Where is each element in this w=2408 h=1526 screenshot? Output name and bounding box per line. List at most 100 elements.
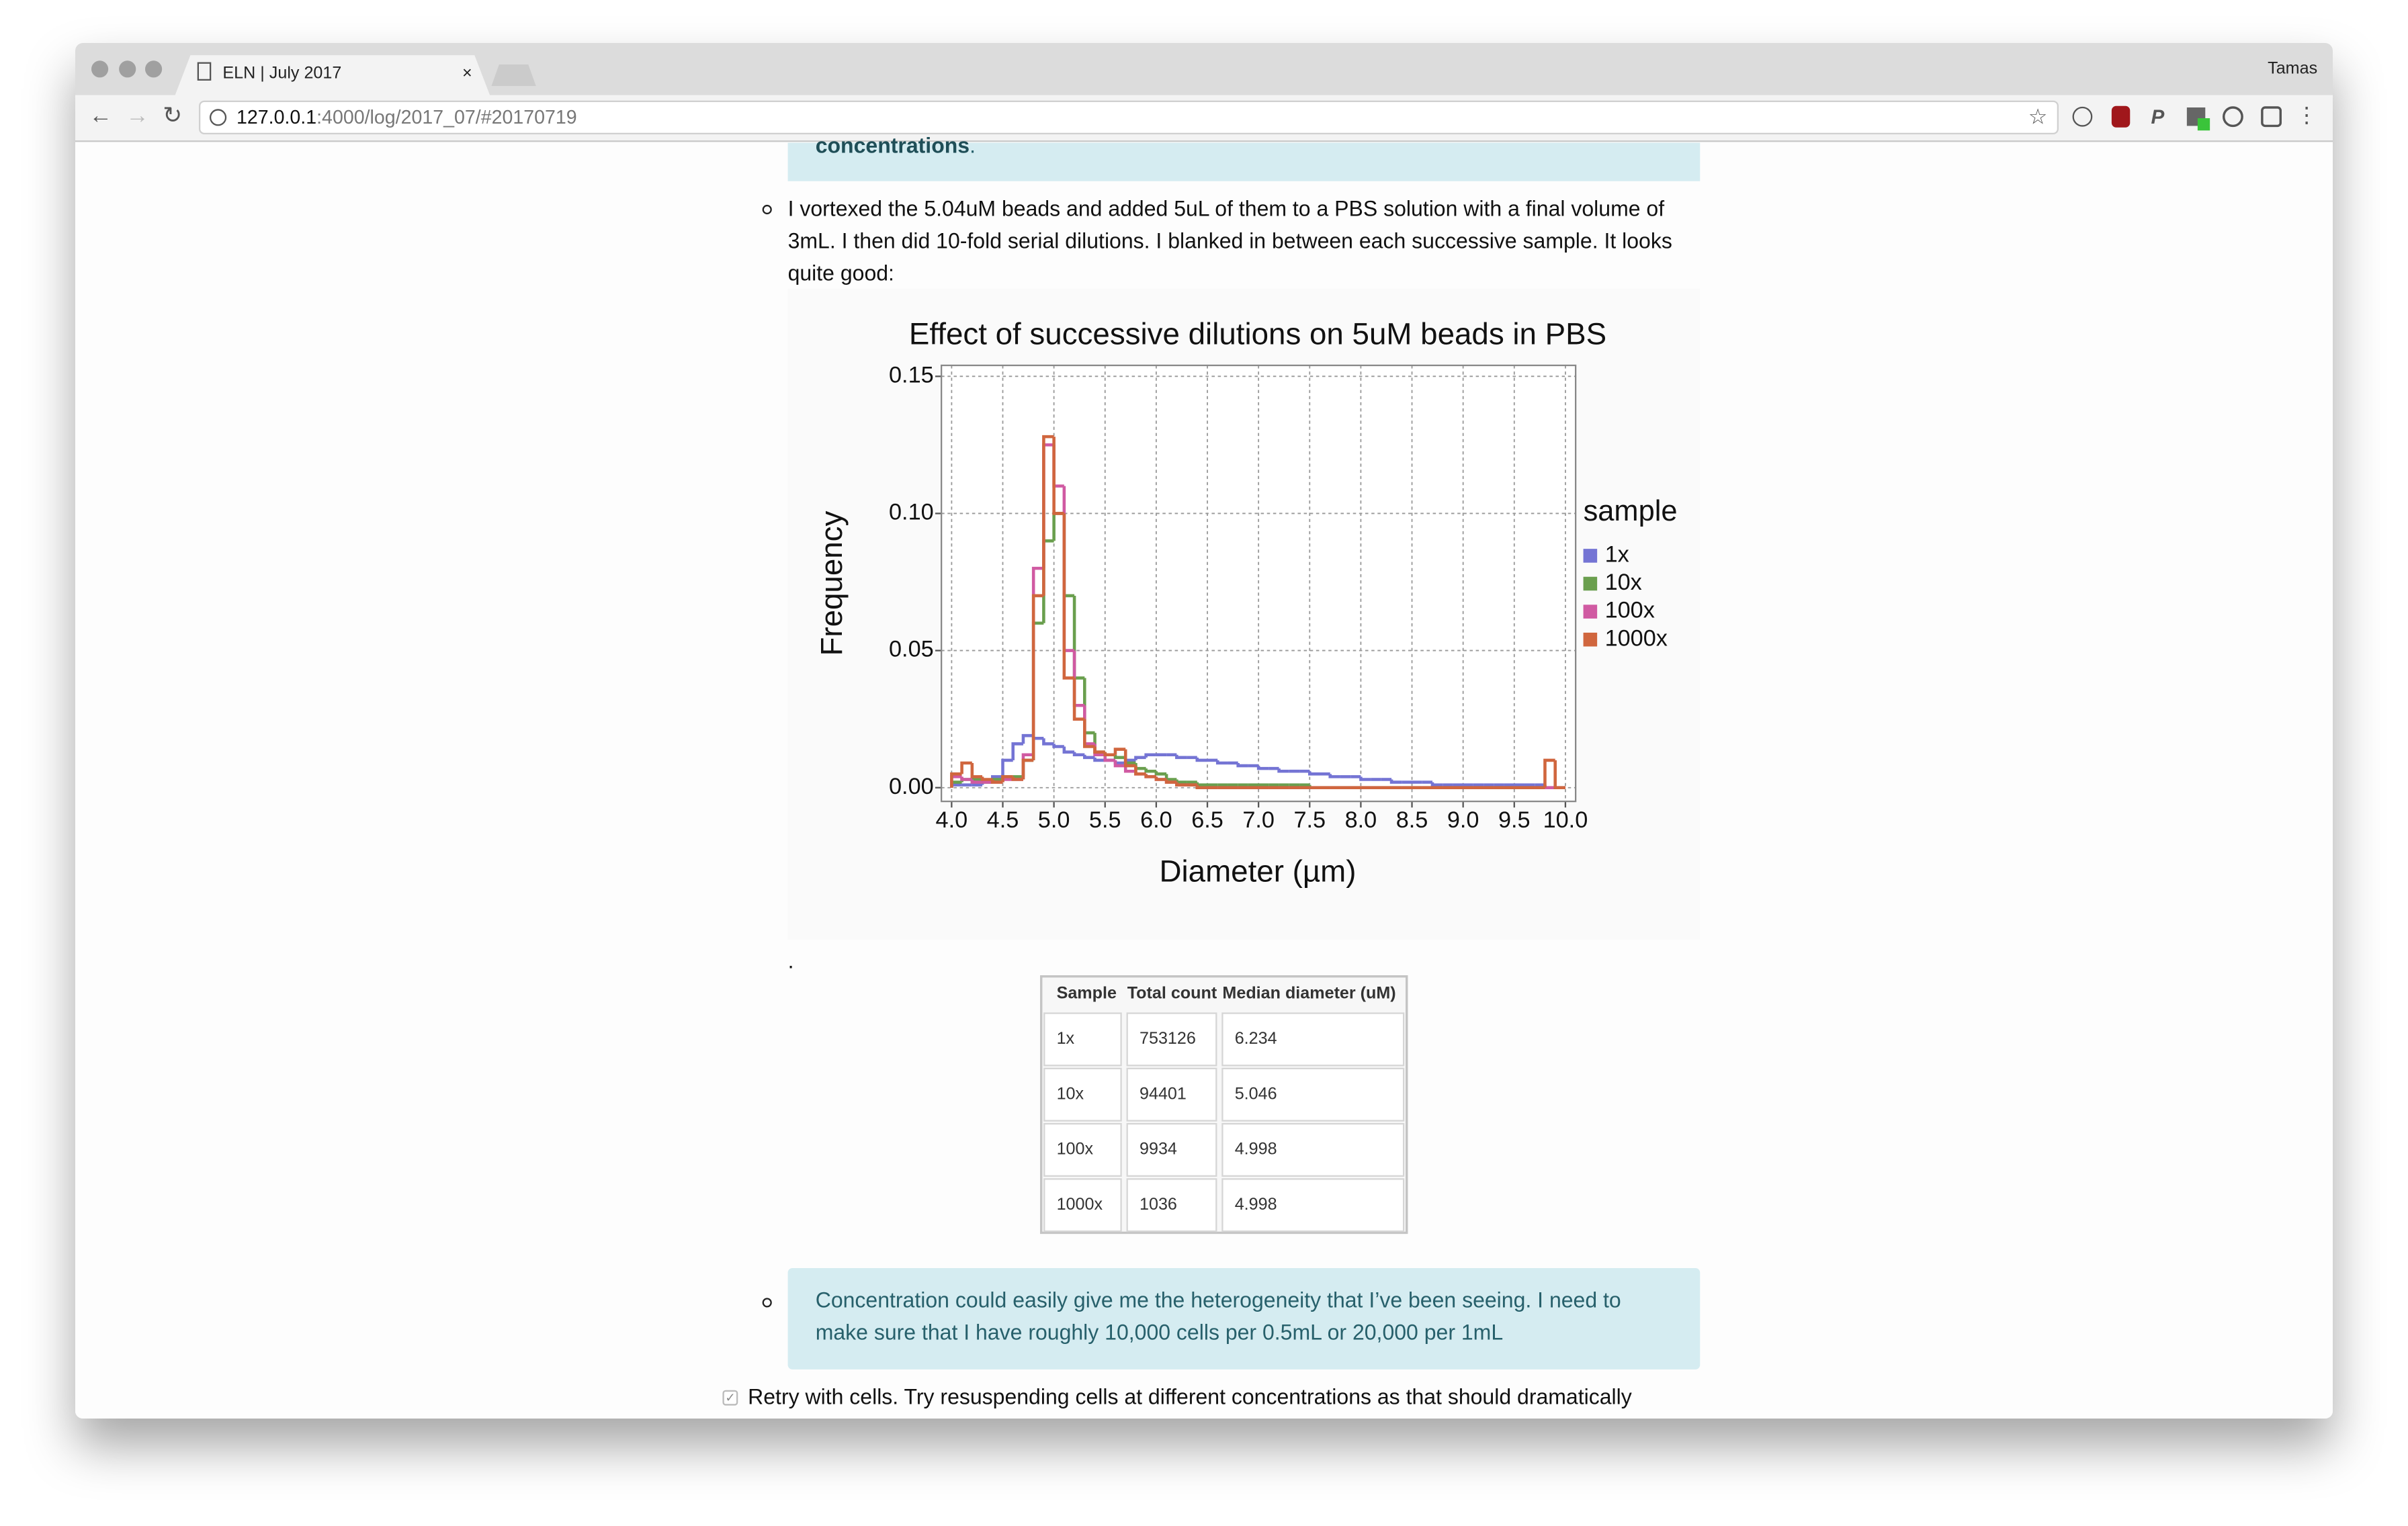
y-tick-label: 0.05 <box>889 637 934 662</box>
back-button[interactable]: ← <box>89 103 112 128</box>
legend-swatch <box>1583 632 1598 647</box>
table-cell-text: 9934 <box>1140 1140 1177 1159</box>
table-cell <box>1126 1178 1217 1232</box>
x-tick-label: 7.0 <box>1242 807 1275 833</box>
x-tick-label: 9.0 <box>1447 807 1479 833</box>
histogram-step <box>1093 757 1105 762</box>
histogram-step <box>1042 435 1054 596</box>
extension-icon[interactable]: P <box>2151 106 2165 128</box>
histogram-step <box>1543 758 1555 788</box>
window-zoom[interactable] <box>145 60 163 78</box>
histogram-step <box>1144 768 1156 773</box>
histogram-step <box>970 779 983 784</box>
x-tick-label: 8.0 <box>1345 807 1377 833</box>
table-cell-text: 1000x <box>1057 1195 1103 1214</box>
histogram-step <box>1021 733 1034 744</box>
histogram-step <box>1195 784 1208 790</box>
histogram-step <box>1154 771 1167 776</box>
table-cell-text: 94401 <box>1140 1084 1187 1103</box>
url: 127.0.0.1:4000/log/2017_07/#20170719 <box>236 107 577 128</box>
address-bar[interactable] <box>199 100 2059 134</box>
tab-close[interactable]: × <box>462 63 472 82</box>
paragraph-line: 3mL. I then did 10-fold serial dilutions… <box>788 229 1672 253</box>
histogram-step <box>1103 752 1115 757</box>
active-tab[interactable] <box>175 55 490 95</box>
histogram-step <box>1113 748 1126 755</box>
table-cell-text: 1036 <box>1140 1195 1177 1214</box>
menu-button[interactable]: ⋮ <box>2296 103 2317 127</box>
histogram-step <box>1215 760 1228 765</box>
histogram-step <box>1042 738 1054 746</box>
window-minimize[interactable] <box>119 60 136 78</box>
table-cell <box>1126 1123 1217 1177</box>
x-tick-label: 5.0 <box>1038 807 1070 833</box>
chart-title: Effect of successive dilutions on 5uM be… <box>909 317 1606 351</box>
window-close[interactable] <box>91 60 109 78</box>
table-cell-text: 6.234 <box>1235 1029 1277 1048</box>
checkbox[interactable] <box>722 1390 738 1406</box>
histogram-step <box>1113 760 1126 768</box>
table-cell <box>1221 1067 1405 1122</box>
tab-title: ELN | July 2017 <box>222 63 341 82</box>
histogram-step <box>1072 752 1085 757</box>
histogram-step <box>970 762 983 778</box>
reload-button[interactable]: ↻ <box>163 103 182 128</box>
info-icon[interactable] <box>210 109 227 126</box>
legend-label: 1x <box>1605 541 1629 567</box>
bullet <box>762 204 772 215</box>
table-cell <box>1221 1012 1405 1067</box>
callout-bold: concentrations <box>816 134 970 158</box>
x-tick-label: 4.0 <box>936 807 968 833</box>
extension-icon[interactable] <box>2261 106 2282 128</box>
extension-icon[interactable] <box>2222 106 2243 128</box>
histogram-step <box>1052 437 1064 515</box>
legend-title: sample <box>1584 495 1678 527</box>
table-cell-text: 4.998 <box>1235 1195 1277 1214</box>
extension-icon[interactable] <box>2111 105 2131 128</box>
histogram-step <box>1001 775 1013 782</box>
histogram-step <box>960 761 972 774</box>
bookmark-star[interactable]: ☆ <box>2028 104 2048 128</box>
forward-button[interactable]: → <box>126 103 148 128</box>
x-tick-label: 8.5 <box>1396 807 1428 833</box>
legend-label: 1000x <box>1605 625 1668 651</box>
tab-icon <box>197 62 212 81</box>
histogram-step <box>1307 771 1320 776</box>
histogram-step <box>1553 760 1565 790</box>
table-cell <box>1043 1067 1122 1122</box>
x-tick-label: 5.5 <box>1089 807 1121 833</box>
histogram-step <box>1175 754 1187 760</box>
table-cell-text: 5.046 <box>1235 1084 1277 1103</box>
x-axis-label: Diameter (µm) <box>1160 854 1357 889</box>
new-tab[interactable] <box>491 64 536 86</box>
checkbox-mark: ✓ <box>725 1390 735 1404</box>
table-cell <box>1043 1012 1122 1067</box>
histogram-step <box>1021 758 1034 780</box>
histogram-step <box>980 776 993 781</box>
caption-dot: . <box>788 949 794 973</box>
x-tick-label: 10.0 <box>1543 807 1588 833</box>
x-tick-label: 9.5 <box>1498 807 1531 833</box>
extension-icon[interactable] <box>2072 106 2093 127</box>
y-tick-label: 0.15 <box>889 362 934 388</box>
table-cell-text: 100x <box>1057 1140 1094 1159</box>
url-path: :4000/log/2017_07/#20170719 <box>316 107 577 128</box>
legend-swatch <box>1583 604 1598 619</box>
table-cell <box>1221 1123 1405 1177</box>
histogram-step <box>1083 754 1095 760</box>
histogram-step <box>1011 776 1023 781</box>
histogram-step <box>1103 754 1115 762</box>
histogram-step <box>1164 779 1177 784</box>
histogram-step <box>960 776 972 781</box>
histogram-step <box>1052 744 1064 748</box>
histogram-step <box>1328 774 1340 778</box>
plot-frame <box>941 364 1577 803</box>
legend-swatch <box>1583 549 1598 563</box>
x-tick-label: 6.0 <box>1140 807 1172 833</box>
histogram-step <box>1031 594 1044 760</box>
profile-name[interactable]: Tamas <box>2268 58 2317 77</box>
histogram-step <box>1359 776 1371 781</box>
legend-label: 100x <box>1605 598 1655 623</box>
callout-box <box>787 142 1701 181</box>
